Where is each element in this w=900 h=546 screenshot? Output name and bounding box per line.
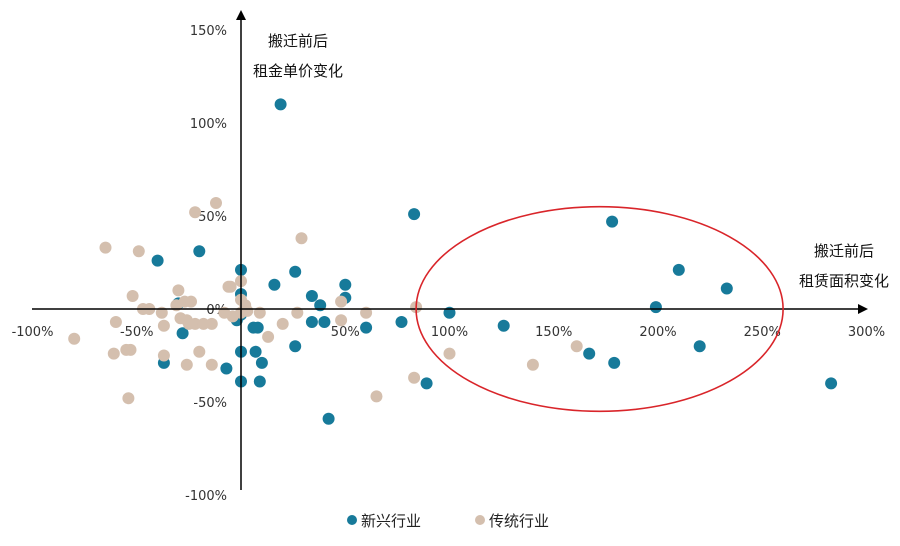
point-series-2 (205, 317, 218, 330)
point-series-1 (497, 319, 510, 332)
point-series-1 (608, 356, 621, 369)
legend-label-series-2: 传统行业 (489, 512, 549, 530)
y-axis-title-line-1: 搬迁前后 (268, 32, 328, 50)
point-series-1 (268, 278, 281, 291)
point-series-1 (255, 356, 268, 369)
point-series-2 (99, 241, 112, 254)
point-series-2 (157, 319, 170, 332)
point-series-1 (649, 301, 662, 314)
y-tick-label: 50% (198, 210, 227, 225)
point-series-2 (370, 390, 383, 403)
point-series-1 (305, 316, 318, 328)
point-series-2 (189, 206, 202, 219)
point-series-2 (109, 316, 122, 328)
x-tick-label: 300% (848, 325, 885, 340)
x-tick-label: 50% (331, 325, 360, 340)
point-series-1 (672, 263, 685, 276)
legend-label-series-1: 新兴行业 (361, 512, 421, 530)
point-series-2 (241, 304, 254, 317)
point-series-2 (120, 343, 133, 356)
point-series-2 (107, 347, 120, 360)
point-series-2 (68, 332, 81, 345)
point-series-1 (395, 316, 408, 328)
x-tick-label: 250% (744, 325, 781, 340)
point-series-1 (289, 340, 302, 353)
y-tick-label: -50% (193, 396, 227, 411)
x-axis-title-line-2: 租赁面积变化 (799, 272, 889, 290)
point-series-2 (126, 290, 139, 302)
y-tick-labels: 150%100%50%0%-50%-100% (185, 24, 227, 504)
point-series-2 (197, 317, 210, 330)
point-series-1 (720, 282, 733, 295)
point-series-2 (570, 340, 583, 353)
point-series-1 (360, 321, 373, 334)
x-tick-label: -100% (12, 325, 54, 340)
point-series-1 (339, 278, 352, 291)
point-series-2 (335, 314, 348, 327)
point-series-2 (122, 392, 135, 405)
point-series-1 (193, 245, 206, 258)
point-series-2 (526, 358, 539, 371)
point-series-2 (262, 330, 275, 343)
point-series-1 (176, 327, 189, 340)
y-tick-label: 150% (190, 24, 227, 39)
point-series-2 (172, 284, 185, 297)
point-series-1 (220, 362, 233, 375)
point-series-2 (157, 349, 170, 362)
point-series-2 (205, 358, 218, 371)
point-series-2 (193, 345, 206, 358)
y-tick-label: -100% (185, 489, 227, 504)
x-axis-title-line-1: 搬迁前后 (814, 242, 874, 260)
y-tick-label: 100% (190, 117, 227, 132)
point-series-2 (224, 280, 237, 293)
legend: 新兴行业 传统行业 (347, 512, 549, 530)
point-series-1 (253, 375, 266, 388)
x-tick-label: -50% (120, 325, 154, 340)
legend-marker-series-2 (475, 515, 485, 525)
point-series-2 (276, 317, 289, 330)
point-series-1 (606, 215, 619, 228)
point-series-2 (210, 197, 222, 209)
point-series-1 (251, 321, 264, 334)
point-series-2 (295, 232, 308, 245)
point-series-2 (132, 245, 145, 258)
point-series-2 (189, 317, 202, 330)
x-tick-label: 100% (431, 325, 468, 340)
point-series-1 (693, 340, 706, 353)
x-tick-label: 200% (639, 325, 676, 340)
point-series-1 (274, 98, 287, 111)
point-series-1 (322, 412, 335, 425)
point-series-1 (318, 316, 331, 328)
highlight-ellipse (415, 205, 784, 413)
point-series-1 (249, 345, 262, 358)
point-series-1 (408, 208, 421, 221)
x-tick-labels: -100% -50% 50% 100% 150% 200% 250% 300% (12, 325, 886, 340)
point-series-1 (305, 290, 318, 302)
point-series-2 (443, 347, 456, 360)
x-tick-label: 150% (535, 325, 572, 340)
point-series-2 (335, 295, 348, 308)
point-series-1 (583, 347, 596, 360)
point-series-2 (185, 295, 197, 308)
point-series-1 (420, 377, 433, 390)
data-points (68, 98, 838, 425)
y-axis-title-line-2: 租金单价变化 (253, 62, 343, 80)
legend-marker-series-1 (347, 515, 357, 525)
point-series-1 (825, 377, 838, 390)
point-series-1 (289, 265, 302, 278)
point-series-2 (408, 371, 421, 384)
point-series-1 (151, 254, 164, 267)
point-series-2 (180, 358, 193, 371)
